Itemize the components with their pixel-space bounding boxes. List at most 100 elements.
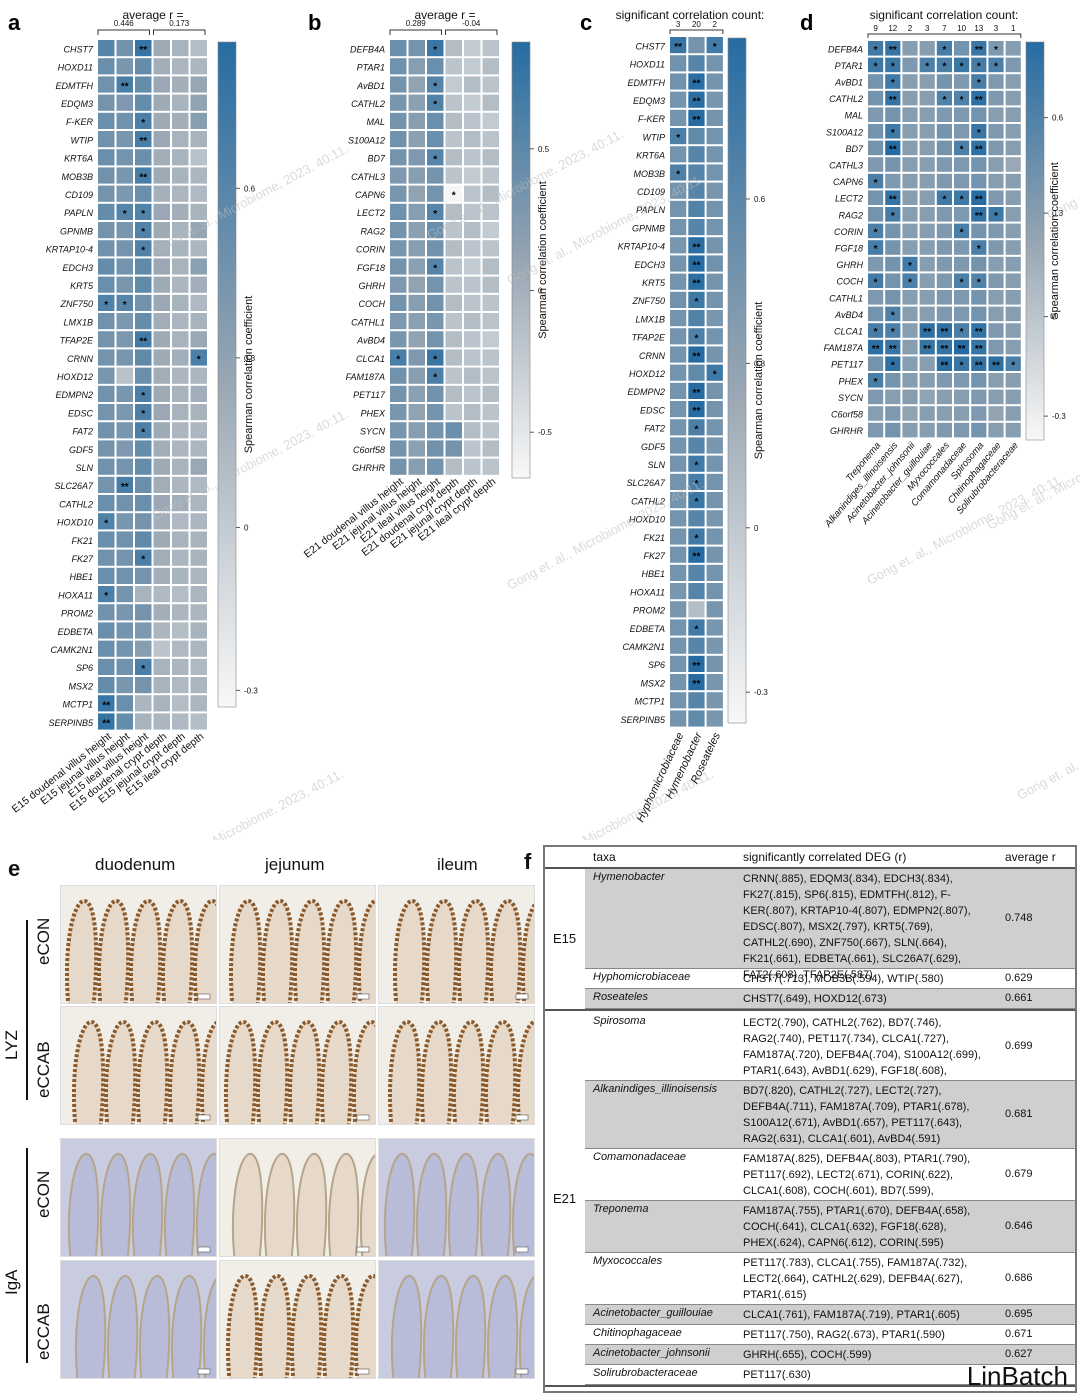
gene-label: MSX2	[640, 678, 665, 688]
gene-label: AvBD4	[834, 310, 863, 320]
heatmap-cell	[688, 601, 705, 618]
gene-label: HBE1	[641, 569, 665, 579]
heatmap-cell	[971, 41, 987, 56]
heatmap-cell	[427, 185, 444, 202]
gene-label: PET117	[353, 390, 386, 400]
significance-mark: *	[977, 78, 981, 89]
heatmap-cell	[190, 185, 207, 202]
villus-shape	[196, 1153, 216, 1256]
heatmap-cell	[116, 40, 133, 57]
significance-mark: *	[942, 62, 946, 73]
significance-mark: **	[693, 261, 701, 272]
heatmap-cell	[706, 91, 723, 108]
heatmap-cell	[116, 640, 133, 657]
villus-shape	[352, 1020, 375, 1124]
heatmap-cell	[988, 124, 1004, 139]
gene-label: BD7	[367, 154, 386, 164]
significance-mark: **	[693, 388, 701, 399]
heatmap-cell	[427, 313, 444, 330]
gene-label: SERPINB5	[48, 718, 94, 728]
gene-label: SLC26A7	[626, 478, 666, 488]
heatmap-cell	[135, 385, 152, 402]
significance-mark: *	[433, 373, 437, 384]
deg-cell: PET117(.750), RAG2(.673), PTAR1(.590)	[743, 1329, 945, 1341]
significance-mark: *	[694, 534, 698, 545]
heatmap-cell	[868, 207, 884, 222]
heatmap-cell	[445, 294, 462, 311]
heatmap-cell	[670, 564, 687, 581]
heatmap-cell	[919, 41, 935, 56]
deg-cell: CHST7(.649), HOXD12(.673)	[743, 993, 887, 1005]
figure-canvas: a CHST7 HOXD11 EDMTFH EDQM3 F-KER WTIP KRT6A MOB…	[8, 8, 1080, 840]
heatmap-cell	[464, 58, 481, 75]
significance-mark: *	[141, 227, 145, 238]
villus-shape	[132, 1153, 164, 1256]
table-row: Spirosoma LECT2(.790), CATHL2(.762), BD7(…	[585, 1013, 1075, 1093]
gene-label: AvBD4	[356, 336, 385, 346]
heatmap-cell	[172, 713, 189, 730]
heatmap-cell	[390, 40, 407, 57]
brand-logo-text: LinBatch	[966, 1361, 1068, 1391]
heatmap-cell	[988, 74, 1004, 89]
gene-label: EDMPN2	[55, 390, 93, 400]
heatmap-cell	[688, 200, 705, 217]
header-deg: significantly correlated DEG (r)	[743, 850, 907, 864]
heatmap-cell	[706, 255, 723, 272]
villus-shape	[420, 1020, 454, 1124]
gene-label: MOB3B	[61, 172, 93, 182]
heatmap-cell	[190, 495, 207, 512]
significance-mark: *	[141, 118, 145, 129]
gene-label: CRNN	[639, 351, 665, 361]
heatmap-cell	[706, 164, 723, 181]
heatmap-cell	[116, 622, 133, 639]
heatmap-cell	[390, 76, 407, 93]
heatmap-cell	[172, 567, 189, 584]
significance-mark: *	[960, 327, 964, 338]
heatmap-cell	[954, 306, 970, 322]
heatmap-cell	[670, 601, 687, 618]
heatmap-cell	[172, 349, 189, 366]
heatmap-cell	[482, 240, 499, 257]
heatmap-cell	[936, 306, 952, 322]
gene-label: CATHL2	[351, 99, 385, 109]
heatmap-cell	[427, 458, 444, 475]
heatmap-cell	[390, 440, 407, 457]
heatmap-cell	[98, 495, 115, 512]
significance-mark: *	[433, 154, 437, 165]
heatmap-cell	[153, 385, 170, 402]
average-r-cell: 0.671	[1005, 1328, 1033, 1340]
heatmap-cell	[190, 385, 207, 402]
heatmap-cell	[954, 107, 970, 122]
significance-mark: **	[923, 327, 931, 338]
gene-label: EDQM3	[61, 99, 93, 109]
heatmap-cell	[190, 40, 207, 57]
group-separator	[545, 1385, 1075, 1387]
heatmap-cell	[688, 564, 705, 581]
gene-label: KRTAP10-4	[618, 242, 665, 252]
villus-shape	[200, 1021, 216, 1124]
heatmap-cell	[971, 124, 987, 139]
heatmap-cell	[190, 167, 207, 184]
significance-mark: *	[694, 297, 698, 308]
heatmap-cell	[116, 422, 133, 439]
heatmap-cell	[902, 256, 918, 272]
heatmap-cell	[153, 112, 170, 129]
heatmap-cell	[988, 41, 1004, 56]
heatmap-cell	[464, 385, 481, 402]
colorbar-tick-label: -0.3	[1052, 412, 1066, 421]
significance-mark: **	[693, 279, 701, 290]
heatmap-cell	[868, 273, 884, 288]
colorbar-title: Spearman correlation coefficient	[753, 302, 765, 460]
heatmap-cell	[445, 94, 462, 111]
heatmap-cell	[971, 223, 987, 239]
panel-b-label: b	[308, 10, 321, 35]
header-value: -0.04	[462, 19, 481, 28]
heatmap-cell	[670, 637, 687, 654]
significance-mark: *	[908, 261, 912, 272]
heatmap-cell	[885, 323, 901, 338]
heatmap-cell	[688, 37, 705, 54]
villus-shape	[296, 1153, 328, 1256]
heatmap-cell	[954, 140, 970, 156]
heatmap-cell	[988, 223, 1004, 239]
scale-bar	[356, 1114, 370, 1121]
